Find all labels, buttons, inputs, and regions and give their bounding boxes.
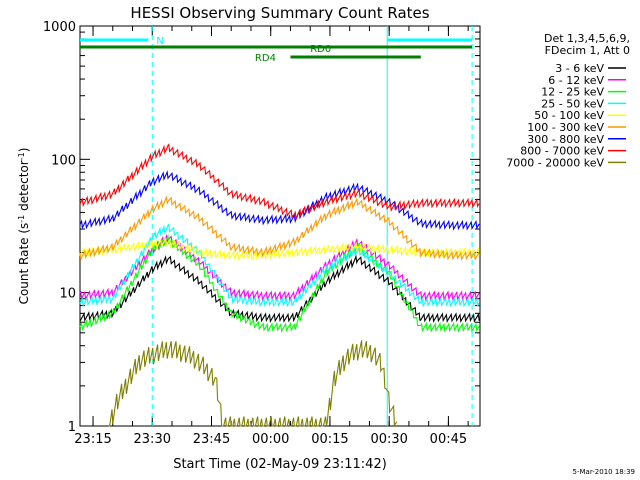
y-axis-label: Count Rate (s-1 detector-1) xyxy=(17,148,32,305)
y-tick-label: 1000 xyxy=(43,20,76,35)
x-axis-label: Start Time (02-May-09 23:11:42) xyxy=(173,457,387,472)
legend-entry-label: 3 - 6 keV xyxy=(555,62,604,75)
y-tick-label: 1 xyxy=(68,420,76,435)
legend-header-2: FDecim 1, Att 0 xyxy=(545,44,630,57)
y-axis: 1 10 100 1000 xyxy=(43,20,480,435)
series-line-7 xyxy=(79,170,480,231)
legend-entry-label: 7000 - 20000 keV xyxy=(506,156,604,169)
y-tick-label: 100 xyxy=(51,153,76,168)
legend-entry-label: 12 - 25 keV xyxy=(541,86,604,99)
legend-entry-label: 25 - 50 keV xyxy=(541,97,604,110)
series-line-3 xyxy=(79,233,480,333)
rd4-label: RD4 xyxy=(255,53,276,64)
series-line-8 xyxy=(79,143,480,221)
x-tick-label: 00:30 xyxy=(370,432,407,447)
legend-entry-label: 800 - 7000 keV xyxy=(520,145,604,158)
chart-title: HESSI Observing Summary Count Rates xyxy=(130,4,429,22)
x-tick-label: 00:00 xyxy=(252,432,289,447)
series-group xyxy=(79,143,480,428)
attenuator-annotations: N RD0 RD4 xyxy=(80,26,473,426)
saa-label: N xyxy=(156,36,163,47)
x-tick-label: 00:15 xyxy=(311,432,348,447)
legend-entry-label: 50 - 100 keV xyxy=(534,109,604,122)
legend-entry-label: 300 - 800 keV xyxy=(527,133,604,146)
series-line-5 xyxy=(79,236,480,261)
series-line-9 xyxy=(108,340,398,428)
series-line-6 xyxy=(79,195,480,261)
legend-header-1: Det 1,3,4,5,6,9, xyxy=(544,32,630,45)
series-line-1 xyxy=(79,254,480,324)
legend-entry-label: 6 - 12 keV xyxy=(548,74,604,87)
x-axis: 23:15 23:30 23:45 00:00 00:15 00:30 00:45 xyxy=(74,26,469,447)
legend: Det 1,3,4,5,6,9, FDecim 1, Att 0 3 - 6 k… xyxy=(506,32,630,169)
rd0-label: RD0 xyxy=(310,44,331,55)
plot-frame xyxy=(79,25,481,427)
timestamp: 5-Mar-2010 18:39 xyxy=(573,468,635,476)
series-line-2 xyxy=(79,233,480,302)
x-tick-label: 00:45 xyxy=(430,432,467,447)
y-tick-label: 10 xyxy=(59,287,76,302)
x-tick-label: 23:15 xyxy=(74,432,111,447)
legend-entry-label: 100 - 300 keV xyxy=(527,121,604,134)
x-tick-label: 23:45 xyxy=(193,432,230,447)
x-tick-label: 23:30 xyxy=(134,432,171,447)
